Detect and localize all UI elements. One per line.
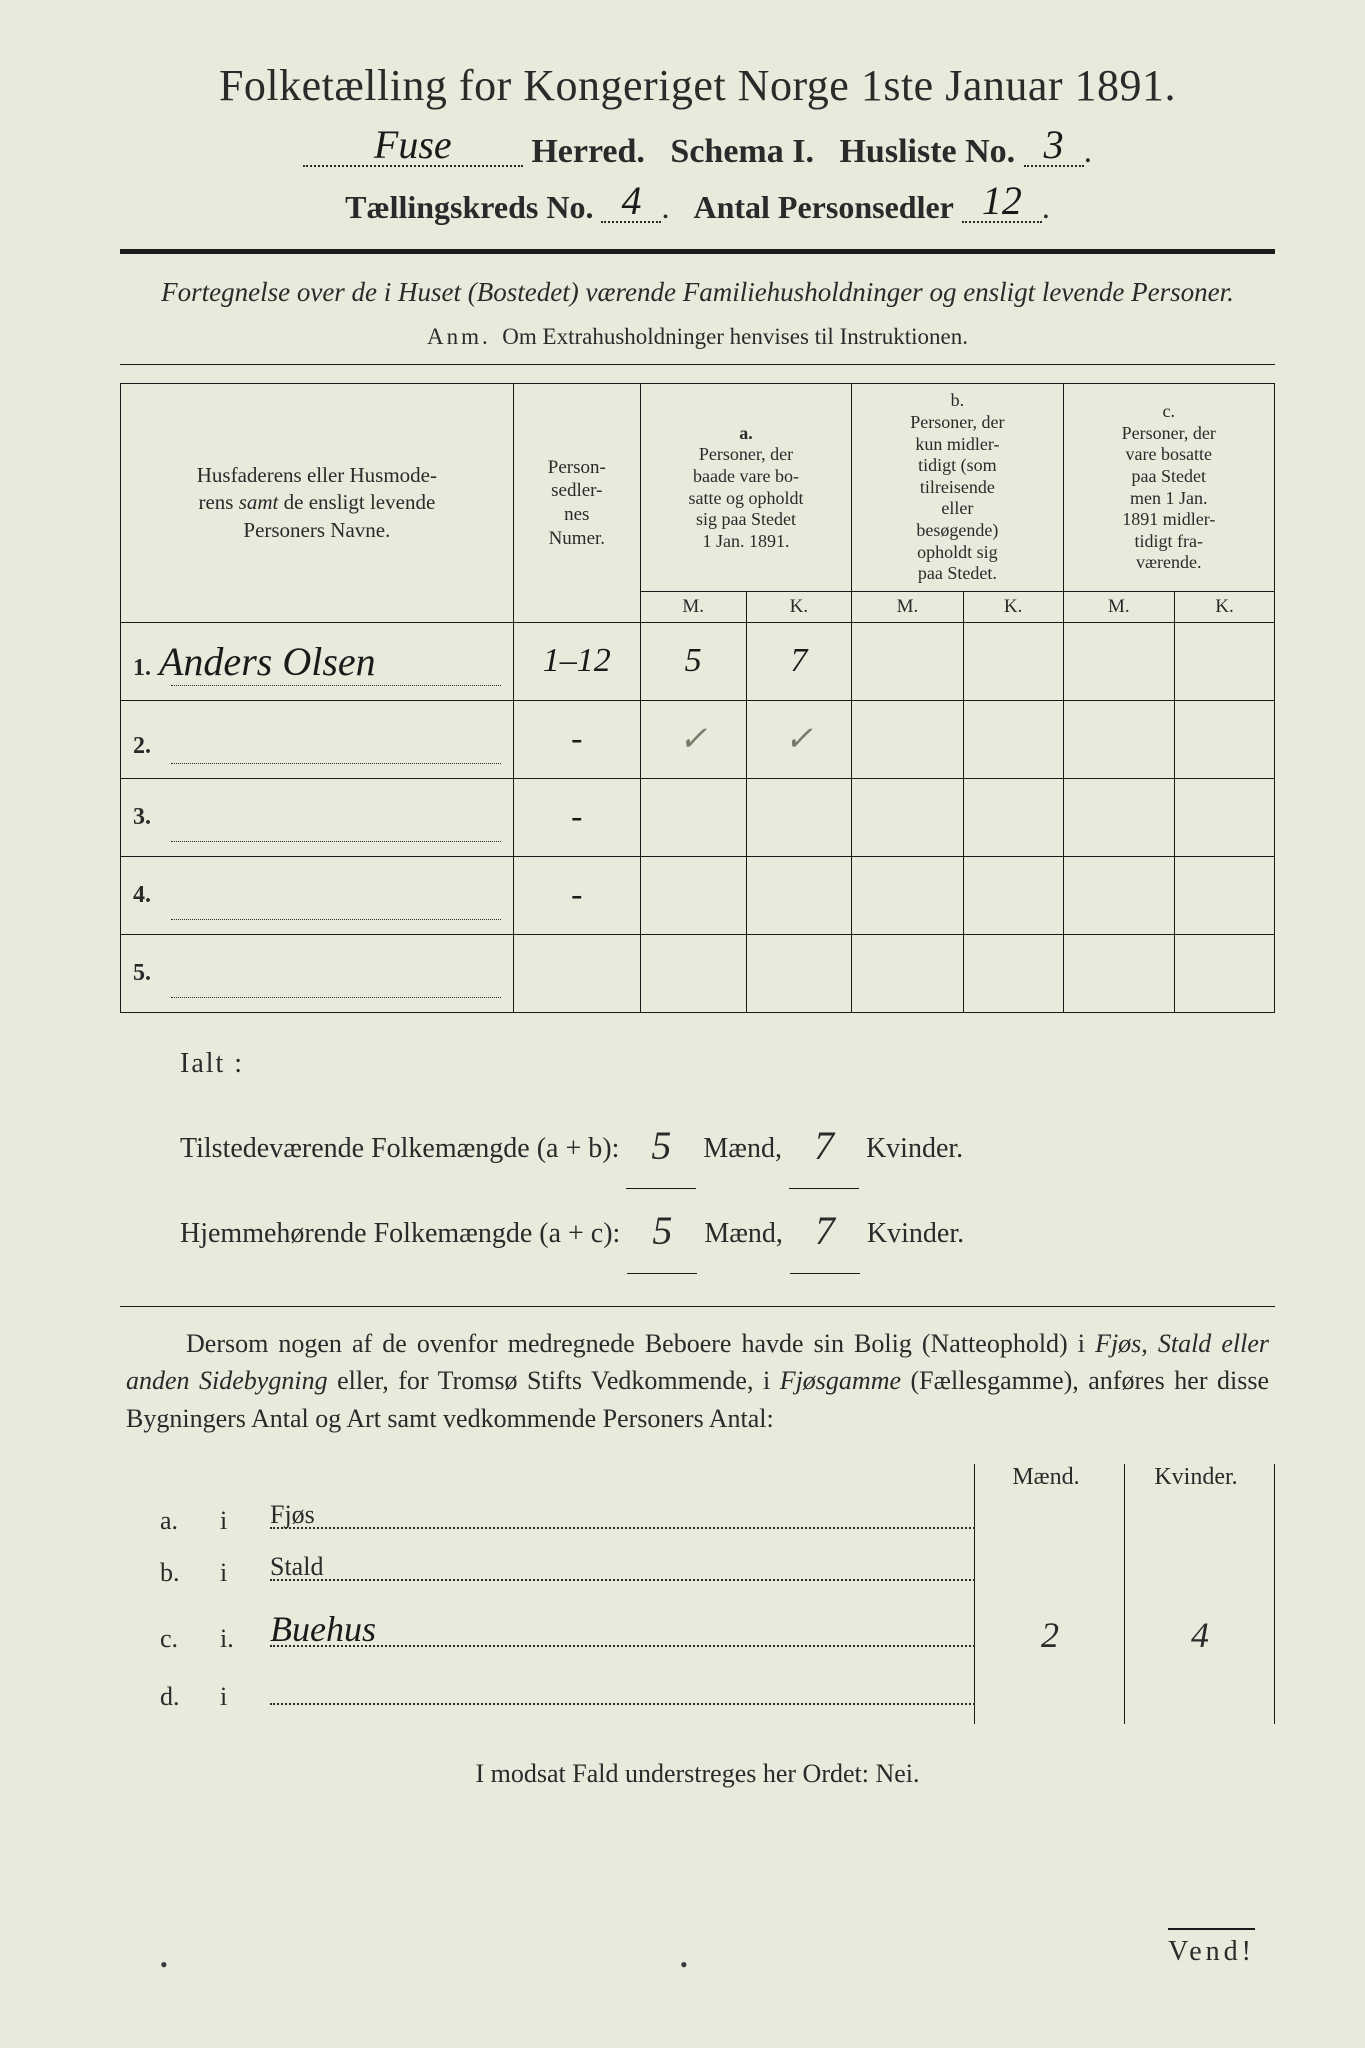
th-b-k: K. (963, 591, 1063, 622)
th-c-m: M. (1063, 591, 1174, 622)
rule-1 (120, 249, 1275, 254)
census-form-page: Folketælling for Kongeriget Norge 1ste J… (0, 0, 1365, 2048)
totals-line-ac: Hjemmehørende Folkemængde (a + c): 5 Mæn… (180, 1187, 1275, 1272)
table-row: 2. - ✓ ✓ (121, 700, 1275, 778)
kreds-no: 4 (601, 181, 661, 223)
th-a-k: K. (746, 591, 852, 622)
main-title: Folketælling for Kongeriget Norge 1ste J… (120, 60, 1275, 111)
totals-block: Ialt : Tilstedeværende Folkemængde (a + … (180, 1035, 1275, 1272)
th-c-k: K. (1175, 591, 1275, 622)
bygn-row: c. i. Buehus 2 4 (160, 1599, 1275, 1671)
ab-maend: 5 (626, 1104, 696, 1189)
vend-label: Vend! (1168, 1928, 1255, 1968)
personsedler-label: Antal Personsedler (693, 189, 953, 225)
kreds-label: Tællingskreds No. (345, 189, 593, 225)
schema-label: Schema I. (670, 133, 814, 170)
household-table: Husfaderens eller Husmode-rens samt de e… (120, 383, 1275, 1012)
rule-2 (120, 364, 1275, 365)
modsat-line: I modsat Fald understreges her Ordet: Ne… (120, 1759, 1275, 1789)
dot-icon: • (680, 1952, 688, 1978)
bygning-paragraph: Dersom nogen af de ovenfor medregnede Be… (126, 1325, 1269, 1438)
bygn-head-k: Kvinder. (1154, 1464, 1237, 1491)
bygning-block: Mænd. Kvinder. a. i Fjøs b. i Stald c. i… (160, 1464, 1275, 1723)
kreds-line: Tællingskreds No. 4. Antal Personsedler … (120, 185, 1275, 227)
ialt-label: Ialt : (180, 1035, 1275, 1094)
table-row: 5. (121, 934, 1275, 1012)
th-a: a.Personer, derbaade vare bo-satte og op… (640, 384, 851, 591)
table-row: 3. - (121, 778, 1275, 856)
anm-text: Anm. Om Extrahusholdninger henvises til … (120, 324, 1275, 350)
th-c: c.Personer, dervare bosattepaa Stedetmen… (1063, 384, 1274, 591)
bygn-row: d. i (160, 1671, 1275, 1723)
table-row: 1.Anders Olsen 1–12 5 7 (121, 622, 1275, 700)
ac-kvinder: 7 (790, 1189, 860, 1274)
bygn-row: b. i Stald (160, 1547, 1275, 1599)
totals-line-ab: Tilstedeværende Folkemængde (a + b): 5 M… (180, 1102, 1275, 1187)
herred-name-field: Fuse (303, 125, 523, 167)
husliste-label: Husliste No. (839, 133, 1015, 170)
bygn-row: a. i Fjøs (160, 1495, 1275, 1547)
rule-3 (120, 1306, 1275, 1307)
bygning-header: Mænd. Kvinder. (975, 1464, 1275, 1491)
dot-icon: • (160, 1952, 168, 1978)
husliste-no: 3 (1024, 125, 1084, 167)
th-b-m: M. (852, 591, 963, 622)
th-name: Husfaderens eller Husmode-rens samt de e… (121, 384, 514, 622)
herred-label: Herred. (531, 133, 645, 170)
intro-text: Fortegnelse over de i Huset (Bostedet) v… (120, 274, 1275, 310)
ac-maend: 5 (627, 1189, 697, 1274)
th-num: Person-sedler-nesNumer. (513, 384, 640, 622)
personsedler-value: 12 (962, 181, 1042, 223)
bygn-head-m: Mænd. (1012, 1464, 1079, 1491)
herred-line: Fuse Herred. Schema I. Husliste No. 3. (120, 129, 1275, 171)
th-a-m: M. (640, 591, 746, 622)
table-row: 4. - (121, 856, 1275, 934)
th-b: b.Personer, derkun midler-tidigt (somtil… (852, 384, 1063, 591)
ab-kvinder: 7 (789, 1104, 859, 1189)
